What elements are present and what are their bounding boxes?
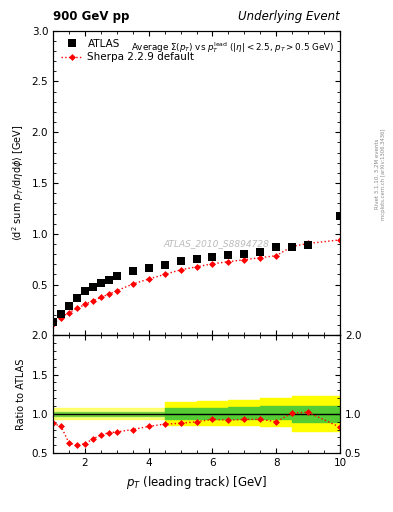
- ATLAS: [194, 256, 199, 262]
- Sherpa 2.2.9 default: [83, 302, 87, 308]
- Y-axis label: $\langle$d$^2$ sum $p_T$/d$\eta$d$\phi\rangle$ [GeV]: $\langle$d$^2$ sum $p_T$/d$\eta$d$\phi\r…: [10, 125, 26, 241]
- Sherpa 2.2.9 default: [75, 305, 79, 311]
- ATLAS: [306, 242, 310, 248]
- Sherpa 2.2.9 default: [242, 257, 247, 263]
- Sherpa 2.2.9 default: [51, 321, 55, 327]
- Text: 900 GeV pp: 900 GeV pp: [53, 10, 129, 23]
- ATLAS: [258, 249, 263, 255]
- Sherpa 2.2.9 default: [226, 259, 231, 265]
- ATLAS: [59, 311, 63, 317]
- ATLAS: [210, 254, 215, 260]
- Sherpa 2.2.9 default: [274, 252, 279, 259]
- ATLAS: [51, 319, 55, 325]
- Sherpa 2.2.9 default: [146, 276, 151, 282]
- Sherpa 2.2.9 default: [290, 243, 294, 249]
- ATLAS: [146, 265, 151, 271]
- Y-axis label: Ratio to ATLAS: Ratio to ATLAS: [16, 358, 26, 430]
- ATLAS: [75, 295, 79, 301]
- ATLAS: [274, 244, 279, 250]
- Text: Average $\Sigma(p_T)$ vs $p_T^{\rm lead}$ ($|\eta| < 2.5$, $p_T > 0.5$ GeV): Average $\Sigma(p_T)$ vs $p_T^{\rm lead}…: [131, 40, 334, 55]
- Sherpa 2.2.9 default: [90, 298, 95, 304]
- Text: Underlying Event: Underlying Event: [238, 10, 340, 23]
- Sherpa 2.2.9 default: [99, 294, 103, 301]
- ATLAS: [178, 258, 183, 264]
- Sherpa 2.2.9 default: [59, 314, 63, 321]
- ATLAS: [114, 273, 119, 280]
- Sherpa 2.2.9 default: [130, 281, 135, 287]
- ATLAS: [99, 280, 103, 286]
- Text: ATLAS_2010_S8894728: ATLAS_2010_S8894728: [163, 240, 270, 248]
- Text: mcplots.cern.ch [arXiv:1306.3436]: mcplots.cern.ch [arXiv:1306.3436]: [381, 129, 386, 220]
- Sherpa 2.2.9 default: [194, 264, 199, 270]
- Text: Rivet 3.1.10, 3.2M events: Rivet 3.1.10, 3.2M events: [375, 139, 380, 209]
- Line: Sherpa 2.2.9 default: Sherpa 2.2.9 default: [51, 238, 342, 326]
- X-axis label: $p_T$ (leading track) [GeV]: $p_T$ (leading track) [GeV]: [126, 474, 267, 490]
- ATLAS: [338, 212, 342, 219]
- Line: ATLAS: ATLAS: [49, 212, 344, 326]
- Sherpa 2.2.9 default: [338, 237, 342, 243]
- ATLAS: [130, 268, 135, 274]
- Sherpa 2.2.9 default: [178, 267, 183, 273]
- Sherpa 2.2.9 default: [162, 271, 167, 278]
- Sherpa 2.2.9 default: [210, 261, 215, 267]
- ATLAS: [90, 284, 95, 290]
- ATLAS: [107, 276, 111, 283]
- ATLAS: [162, 262, 167, 268]
- Sherpa 2.2.9 default: [306, 241, 310, 247]
- Sherpa 2.2.9 default: [107, 291, 111, 297]
- Sherpa 2.2.9 default: [258, 254, 263, 261]
- Sherpa 2.2.9 default: [114, 288, 119, 294]
- Sherpa 2.2.9 default: [67, 309, 72, 315]
- ATLAS: [226, 252, 231, 258]
- ATLAS: [83, 288, 87, 294]
- Legend: ATLAS, Sherpa 2.2.9 default: ATLAS, Sherpa 2.2.9 default: [58, 36, 198, 66]
- ATLAS: [242, 251, 247, 257]
- ATLAS: [67, 303, 72, 309]
- ATLAS: [290, 244, 294, 250]
